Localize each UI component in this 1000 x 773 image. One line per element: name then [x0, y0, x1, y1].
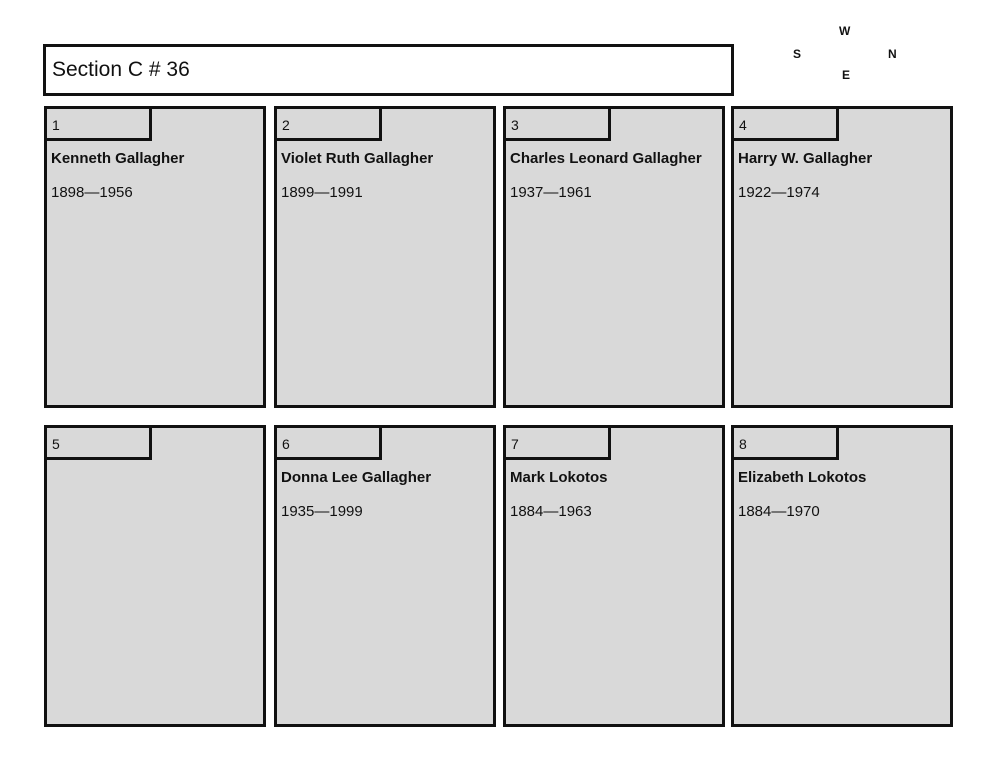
plot-number-tab: 3	[506, 109, 611, 141]
plot-number: 3	[511, 117, 519, 133]
plot-name: Charles Leonard Gallagher	[510, 150, 702, 167]
plot-dates: 1922—1974	[738, 184, 820, 201]
plot-number-tab: 5	[47, 428, 152, 460]
plot-dates: 1935—1999	[281, 503, 363, 520]
plot-card: 6 Donna Lee Gallagher 1935—1999	[274, 425, 496, 727]
plot-number-tab: 7	[506, 428, 611, 460]
plot-number: 2	[282, 117, 290, 133]
plot-name: Violet Ruth Gallagher	[281, 150, 434, 167]
plot-number: 5	[52, 436, 60, 452]
plot-name: Kenneth Gallagher	[51, 150, 185, 167]
plot-dates: 1884—1970	[738, 503, 820, 520]
plot-number-tab: 2	[277, 109, 382, 141]
plot-card: 1 Kenneth Gallagher 1898—1956	[44, 106, 266, 408]
compass-north: N	[888, 47, 897, 61]
plot-name: Elizabeth Lokotos	[738, 469, 867, 486]
compass-east: E	[842, 68, 851, 82]
section-title: Section C # 36	[52, 58, 190, 81]
section-title-box: Section C # 36	[43, 44, 734, 96]
plot-number-tab: 1	[47, 109, 152, 141]
plot-number: 8	[739, 436, 747, 452]
plot-name: Mark Lokotos	[510, 469, 608, 486]
plot-card: 5	[44, 425, 266, 727]
plot-dates: 1884—1963	[510, 503, 592, 520]
compass-south: S	[793, 47, 802, 61]
plot-dates: 1898—1956	[51, 184, 133, 201]
plot-dates: 1899—1991	[281, 184, 363, 201]
plot-card: 2 Violet Ruth Gallagher 1899—1991	[274, 106, 496, 408]
plot-number: 1	[52, 117, 60, 133]
plot-number: 7	[511, 436, 519, 452]
compass-west: W	[839, 24, 851, 38]
plot-name: Donna Lee Gallagher	[281, 469, 432, 486]
plot-card: 3 Charles Leonard Gallagher 1937—1961	[503, 106, 725, 408]
plot-card: 8 Elizabeth Lokotos 1884—1970	[731, 425, 953, 727]
plot-number-tab: 6	[277, 428, 382, 460]
plot-card: 7 Mark Lokotos 1884—1963	[503, 425, 725, 727]
plot-number-tab: 8	[734, 428, 839, 460]
plot-dates: 1937—1961	[510, 184, 592, 201]
plot-number-tab: 4	[734, 109, 839, 141]
plot-number: 4	[739, 117, 747, 133]
plot-number: 6	[282, 436, 290, 452]
plot-card: 4 Harry W. Gallagher 1922—1974	[731, 106, 953, 408]
plot-name: Harry W. Gallagher	[738, 150, 873, 167]
